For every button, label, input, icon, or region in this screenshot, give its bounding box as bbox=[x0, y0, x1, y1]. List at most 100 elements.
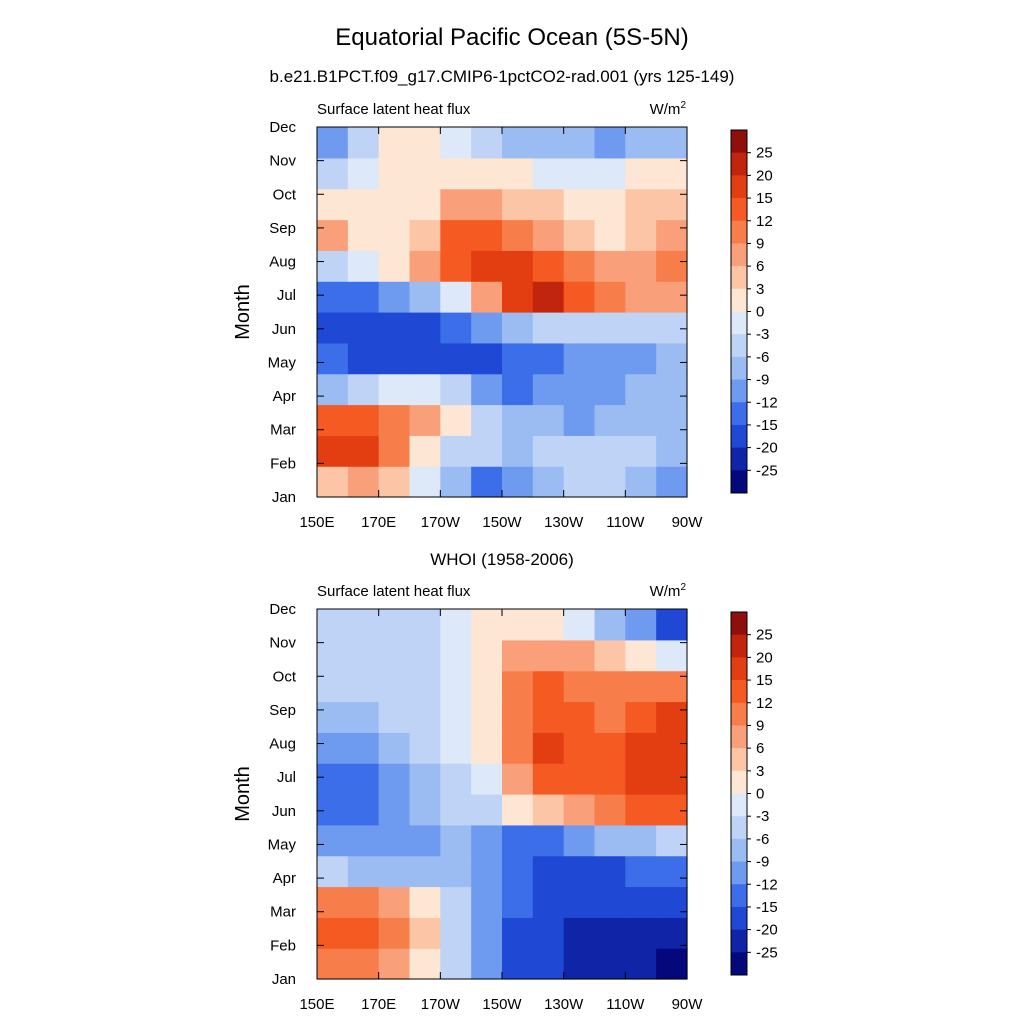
heatmap-cell bbox=[625, 670, 657, 703]
heatmap-cell bbox=[625, 794, 657, 826]
heatmap-cell bbox=[409, 670, 441, 703]
heatmap-cell bbox=[502, 466, 534, 498]
heatmap-cell bbox=[656, 373, 688, 406]
heatmap-cell bbox=[440, 219, 472, 251]
y-tick-label: Aug bbox=[269, 254, 296, 271]
heatmap-cell bbox=[563, 855, 596, 888]
panel-2-heatmap bbox=[317, 609, 688, 980]
heatmap-cell bbox=[471, 250, 503, 282]
heatmap-cell bbox=[378, 701, 411, 733]
colorbar-swatch bbox=[731, 861, 747, 885]
heatmap-cell bbox=[471, 917, 503, 949]
heatmap-cell bbox=[594, 188, 626, 221]
heatmap-cell bbox=[563, 948, 596, 980]
panel-1-y-axis-label: Month bbox=[232, 284, 254, 340]
heatmap-cell bbox=[317, 373, 349, 406]
heatmap-cell bbox=[347, 404, 380, 436]
heatmap-cell bbox=[625, 435, 657, 467]
heatmap-cell bbox=[317, 917, 349, 949]
heatmap-cell bbox=[347, 794, 380, 826]
heatmap-cell bbox=[532, 250, 565, 282]
heatmap-cell bbox=[594, 435, 626, 467]
heatmap-cell bbox=[440, 701, 472, 733]
panel-2-units-label: W/m2 bbox=[650, 582, 687, 600]
colorbar-panel-2: 25 20 15 12 9 6 3 0 -3 -6 -9 -12 -15 -20 -25 bbox=[730, 611, 778, 976]
heatmap-cell bbox=[563, 639, 596, 672]
heatmap-cell bbox=[656, 794, 688, 826]
heatmap-cell bbox=[625, 855, 657, 888]
heatmap-cell bbox=[409, 312, 441, 344]
heatmap-cell bbox=[563, 127, 596, 159]
heatmap-cell bbox=[656, 157, 688, 190]
heatmap-cell bbox=[378, 312, 411, 344]
y-tick-label: Apr bbox=[273, 870, 296, 887]
panel-1: Surface latent heat flux W/m2 Month Jan F… bbox=[232, 100, 703, 531]
heatmap-cell bbox=[347, 886, 380, 918]
heatmap-cell bbox=[347, 250, 380, 282]
x-tick-label: 130W bbox=[544, 514, 584, 531]
y-tick-label: Sep bbox=[269, 220, 296, 237]
heatmap-cell bbox=[502, 250, 534, 282]
heatmap-cell bbox=[502, 281, 534, 313]
heatmap-cell bbox=[532, 188, 565, 221]
heatmap-cell bbox=[347, 670, 380, 703]
panel-2-title: WHOI (1958-2006) bbox=[430, 550, 574, 569]
x-tick-label: 170W bbox=[421, 514, 461, 531]
colorbar-label: 6 bbox=[756, 740, 764, 757]
colorbar-label: 12 bbox=[756, 695, 773, 712]
colorbar-label: -12 bbox=[756, 394, 778, 411]
colorbar-swatch bbox=[731, 311, 747, 335]
y-tick-label: Jan bbox=[272, 971, 296, 988]
heatmap-cell bbox=[656, 763, 688, 795]
x-tick-label: 150W bbox=[482, 514, 522, 531]
heatmap-cell bbox=[378, 435, 411, 467]
heatmap-cell bbox=[440, 342, 472, 375]
heatmap-cell bbox=[625, 157, 657, 190]
panel-2-x-axis: 150E 170E 170W 150W 130W 110W 90W bbox=[299, 609, 703, 1013]
x-tick-label: 150E bbox=[299, 996, 334, 1013]
y-tick-label: Sep bbox=[269, 702, 296, 719]
heatmap-cell bbox=[471, 639, 503, 672]
heatmap-cell bbox=[440, 250, 472, 282]
heatmap-cell bbox=[532, 435, 565, 467]
heatmap-cell bbox=[625, 732, 657, 764]
heatmap-cell bbox=[502, 670, 534, 703]
heatmap-cell bbox=[502, 763, 534, 795]
colorbar-swatch bbox=[731, 612, 747, 636]
heatmap-cell bbox=[409, 732, 441, 764]
panel-1-units-label: W/m2 bbox=[650, 100, 687, 118]
heatmap-cell bbox=[409, 824, 441, 857]
heatmap-cell bbox=[532, 855, 565, 888]
heatmap-cell bbox=[502, 157, 534, 190]
heatmap-cell bbox=[347, 157, 380, 190]
heatmap-cell bbox=[347, 219, 380, 251]
heatmap-cell bbox=[471, 855, 503, 888]
colorbar-swatch bbox=[731, 220, 747, 244]
heatmap-cell bbox=[440, 435, 472, 467]
heatmap-cell bbox=[317, 670, 349, 703]
heatmap-cell bbox=[409, 639, 441, 672]
heatmap-cell bbox=[471, 670, 503, 703]
heatmap-cell bbox=[471, 157, 503, 190]
heatmap-cell bbox=[656, 281, 688, 313]
x-tick-label: 90W bbox=[672, 996, 704, 1013]
heatmap-cell bbox=[440, 466, 472, 498]
heatmap-cell bbox=[317, 466, 349, 498]
heatmap-cell bbox=[532, 219, 565, 251]
panel-2-field-label: Surface latent heat flux bbox=[317, 583, 471, 600]
heatmap-cell bbox=[532, 670, 565, 703]
heatmap-cell bbox=[563, 404, 596, 436]
colorbar-label: 9 bbox=[756, 717, 764, 734]
x-tick-label: 170E bbox=[361, 996, 396, 1013]
colorbar-label: 25 bbox=[756, 145, 773, 162]
heatmap-cell bbox=[594, 404, 626, 436]
y-tick-label: Oct bbox=[273, 186, 297, 203]
heatmap-cell bbox=[378, 404, 411, 436]
colorbar-swatch bbox=[731, 266, 747, 290]
heatmap-cell bbox=[563, 609, 596, 641]
heatmap-cell bbox=[378, 917, 411, 949]
heatmap-cell bbox=[317, 609, 349, 641]
colorbar-swatch bbox=[731, 470, 747, 494]
heatmap-cell bbox=[532, 639, 565, 672]
colorbar-label: 9 bbox=[756, 235, 764, 252]
